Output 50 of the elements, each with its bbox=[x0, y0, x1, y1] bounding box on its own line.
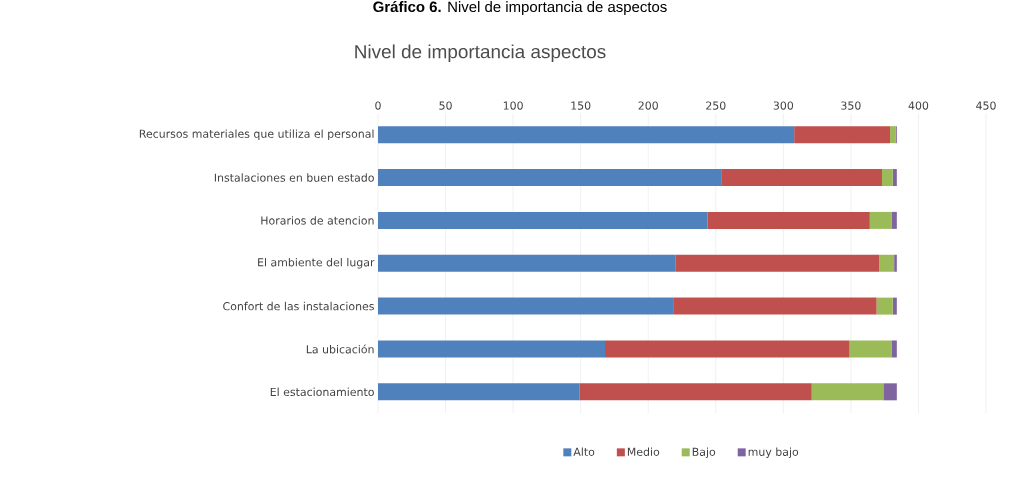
bar bbox=[794, 126, 891, 144]
bar bbox=[881, 168, 893, 186]
bar bbox=[849, 340, 892, 358]
x-tick-label: 250 bbox=[706, 101, 726, 110]
x-tick-label: 450 bbox=[976, 101, 996, 110]
x-tick-label: 100 bbox=[503, 101, 523, 110]
bar bbox=[891, 211, 897, 229]
y-tick-label: La ubicación bbox=[306, 344, 374, 354]
bar bbox=[876, 297, 893, 315]
bar bbox=[378, 297, 674, 315]
bar bbox=[378, 211, 708, 229]
y-tick-label: El ambiente del lugar bbox=[258, 257, 375, 269]
bar bbox=[378, 168, 722, 186]
bar bbox=[891, 340, 897, 358]
y-tick-label: Instalaciones en buen estado bbox=[214, 173, 374, 182]
text: Gráfico 6. Nivel de importancia de aspectos bbox=[373, 0, 667, 15]
bar bbox=[707, 211, 870, 229]
bar bbox=[721, 168, 882, 186]
x-tick-label: 0 bbox=[375, 101, 381, 110]
legend-label: Medio bbox=[627, 447, 660, 456]
legend-label: Alto bbox=[573, 447, 595, 456]
x-tick-label: 150 bbox=[571, 101, 591, 110]
legend-label: Bajo bbox=[692, 447, 716, 458]
x-tick-label: 200 bbox=[638, 101, 658, 110]
bar bbox=[378, 383, 580, 401]
bar bbox=[890, 126, 896, 144]
bar bbox=[378, 254, 676, 272]
y-tick-label: Recursos materiales que utiliza el personal bbox=[139, 129, 374, 140]
chart-title: Nivel de importancia aspectos bbox=[355, 44, 606, 62]
x-tick-label: 300 bbox=[773, 101, 794, 110]
bar bbox=[605, 340, 850, 358]
bar bbox=[879, 254, 895, 272]
bar bbox=[811, 383, 884, 401]
bar bbox=[883, 383, 897, 401]
bar bbox=[892, 168, 897, 186]
x-tick-label: 50 bbox=[439, 101, 452, 110]
legend-label: muy bajo bbox=[748, 447, 799, 458]
bar bbox=[675, 254, 880, 272]
y-tick-label: El estacionamiento bbox=[270, 387, 374, 396]
bar bbox=[378, 340, 605, 358]
x-tick-label: 400 bbox=[908, 101, 929, 110]
bar bbox=[892, 297, 897, 315]
bar bbox=[869, 211, 892, 229]
bar bbox=[894, 254, 897, 272]
y-tick-label: Confort de las instalaciones bbox=[223, 301, 374, 311]
bar bbox=[378, 126, 795, 144]
bar bbox=[579, 383, 812, 401]
x-tick-label: 350 bbox=[841, 101, 861, 110]
bar bbox=[673, 297, 877, 315]
y-tick-label: Horarios de atencion bbox=[261, 216, 374, 225]
